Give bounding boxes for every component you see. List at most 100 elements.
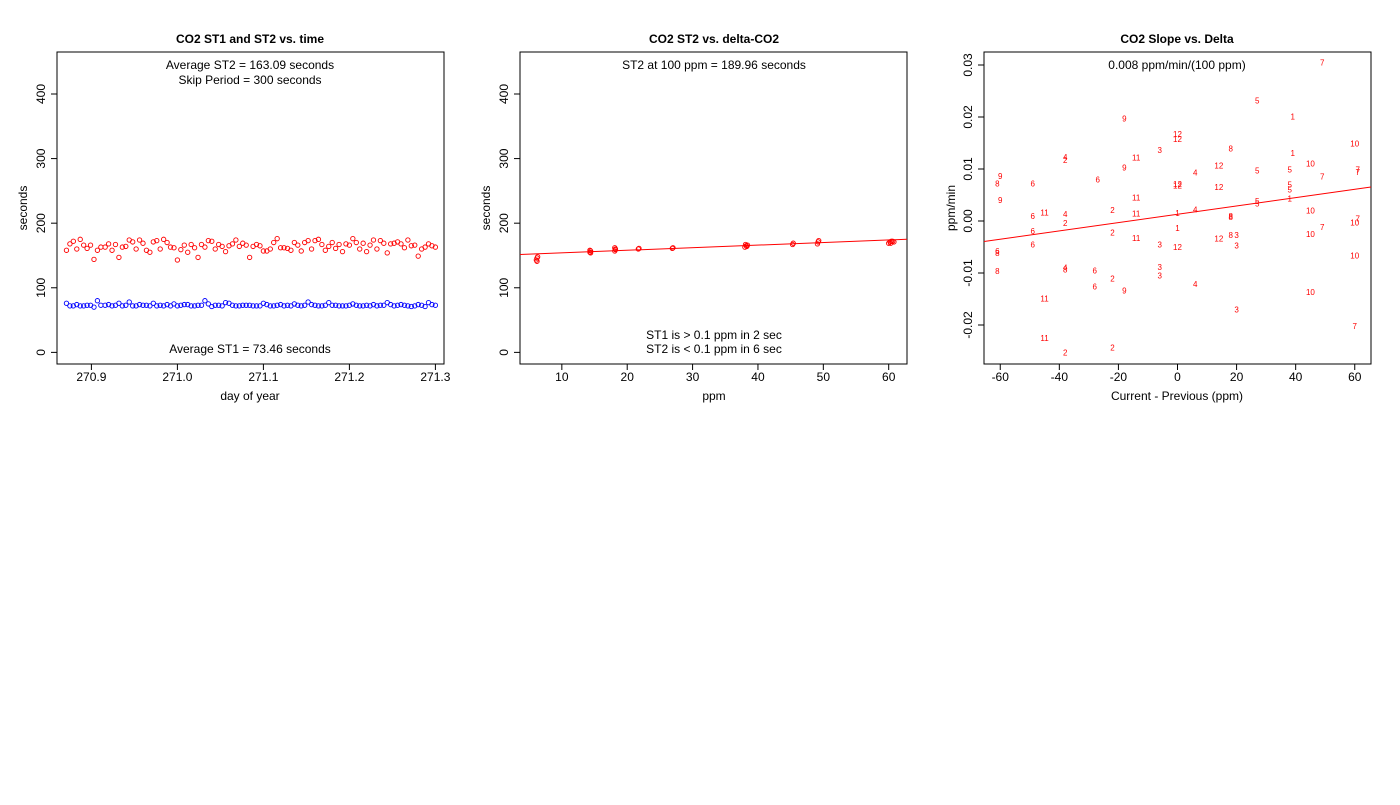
st1-point	[405, 303, 411, 309]
point-label: 8	[1228, 212, 1233, 221]
point-label: 9	[1122, 163, 1127, 172]
x-axis: 10 20 30 40 50 60	[555, 364, 896, 384]
st1-point	[281, 303, 287, 309]
point-label: 1	[1290, 112, 1295, 121]
st2-point	[670, 245, 676, 251]
plot-marks	[63, 236, 439, 310]
st2-point	[81, 242, 87, 248]
st1-point	[243, 302, 249, 308]
st1-point	[84, 302, 90, 308]
st2-point	[246, 254, 253, 261]
st2-point	[123, 243, 129, 250]
st1-point	[164, 301, 170, 308]
st2-point	[401, 245, 408, 251]
st1-point	[77, 303, 83, 309]
x-axis-label: ppm	[702, 389, 725, 403]
st1-point	[302, 302, 308, 308]
st2-point	[429, 243, 435, 249]
point-label: 9	[1122, 115, 1127, 124]
y-axis: 0 100 200 300 400	[497, 84, 520, 356]
st2-point	[205, 237, 212, 244]
st2-point	[363, 248, 370, 255]
st1-point	[126, 299, 132, 305]
y-axis: -0.02 -0.01 0.00 0.01 0.02 0.03	[961, 53, 984, 339]
st2-point	[288, 247, 294, 253]
st2-point	[267, 246, 273, 252]
y-tick-label: 0.01	[961, 157, 975, 181]
y-tick-label: 0	[34, 349, 48, 356]
point-label: 8	[995, 180, 1000, 189]
point-label: 2	[1110, 275, 1115, 284]
y-axis-label: seconds	[16, 186, 30, 231]
point-label: 5	[1255, 167, 1260, 176]
point-label: 1	[1175, 209, 1180, 218]
st2-point	[295, 242, 301, 248]
st2-point	[84, 245, 90, 252]
st2-point	[367, 242, 373, 248]
point-label: 3	[1234, 305, 1239, 314]
st1-point	[140, 302, 146, 308]
st2-point	[322, 247, 328, 253]
st1-point	[346, 302, 353, 308]
st2-point	[339, 248, 346, 255]
st2-point	[816, 237, 822, 244]
st2-point	[67, 241, 73, 247]
x-tick-label: 271.3	[420, 370, 450, 384]
point-label: 7	[1353, 322, 1358, 331]
st2-point	[308, 246, 315, 252]
st1-point	[133, 303, 139, 309]
st2-point	[291, 239, 298, 246]
st2-point	[669, 245, 675, 252]
st1-point	[271, 303, 277, 309]
st2-point	[164, 239, 170, 246]
st2-point	[178, 247, 184, 253]
st2-point	[408, 243, 414, 249]
st2-point	[374, 246, 380, 252]
st2-point	[346, 242, 353, 248]
st2-point	[202, 244, 208, 250]
st2-point	[74, 246, 80, 252]
st1-point	[422, 303, 428, 310]
annotation-st1-threshold: ST1 is > 0.1 ppm in 2 sec	[646, 328, 782, 342]
y-tick-label: 0.02	[961, 105, 975, 129]
x-axis: 270.9 271.0 271.1 271.2 271.3	[76, 364, 451, 384]
st1-point	[267, 303, 273, 309]
st2-point	[77, 236, 83, 242]
point-label: 7	[1355, 166, 1360, 175]
st2-point	[312, 237, 318, 244]
panel-st1-st2-vs-time: CO2 ST1 and ST2 vs. time 270.9 271.0 271.1…	[16, 32, 451, 403]
st2-point	[147, 249, 153, 255]
st2-point	[388, 241, 394, 247]
point-label: 12	[1173, 135, 1182, 144]
point-label: 10	[1306, 230, 1315, 239]
st1-point	[94, 298, 101, 304]
point-label: 11	[1132, 154, 1141, 163]
st1-point	[63, 300, 70, 306]
point-label: 2	[1063, 219, 1068, 228]
point-label: 4	[1063, 210, 1068, 219]
point-label: 1	[1288, 195, 1293, 204]
point-label: 2	[1110, 228, 1115, 237]
st2-point	[130, 239, 136, 245]
st2-point	[377, 237, 384, 244]
st1-point	[319, 303, 325, 309]
st2-point	[91, 256, 97, 263]
st2-point	[274, 236, 280, 242]
st2-point	[174, 257, 181, 263]
point-label: 10	[1306, 207, 1315, 216]
st1-point	[67, 303, 73, 309]
st2-point	[326, 243, 332, 250]
point-label: 6	[1031, 212, 1036, 221]
x-tick-label: 271.1	[248, 370, 278, 384]
st2-point	[236, 243, 242, 250]
point-label: 4	[1193, 206, 1198, 215]
x-tick-label: -60	[992, 370, 1010, 384]
point-label: 5	[1288, 166, 1293, 175]
x-tick-label: 10	[555, 370, 569, 384]
point-label: 5	[1288, 181, 1293, 190]
annotation-st2-at-100ppm: ST2 at 100 ppm = 189.96 seconds	[622, 58, 806, 72]
plot-frame	[519, 51, 908, 365]
st1-point	[74, 301, 80, 308]
st2-point	[744, 243, 750, 250]
